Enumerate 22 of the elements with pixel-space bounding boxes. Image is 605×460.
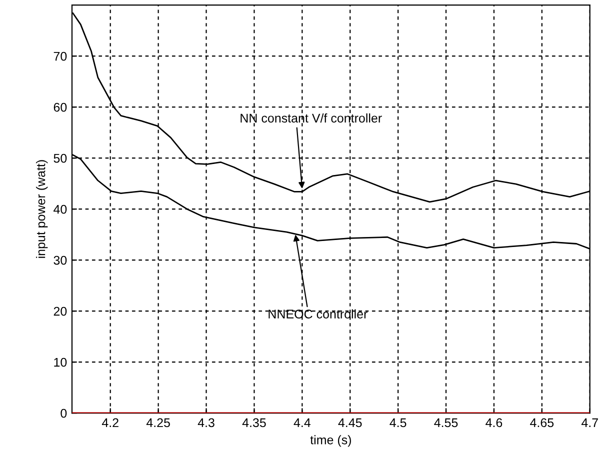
x-tick-label: 4.6 <box>486 418 502 428</box>
x-axis-title: time (s) <box>310 435 351 447</box>
y-tick-label: 30 <box>54 256 67 265</box>
x-tick-label: 4.25 <box>146 418 170 428</box>
x-tick-label: 4.7 <box>581 418 598 427</box>
x-tick-label: 4.65 <box>530 418 554 428</box>
x-tick-label: 4.55 <box>434 418 458 428</box>
annotation: NN constant V/f controller <box>240 113 382 123</box>
y-tick-label: 50 <box>54 154 67 163</box>
y-axis-title: input power (watt) <box>36 160 48 258</box>
y-tick-label: 0 <box>60 408 67 418</box>
y-tick-label: 20 <box>54 306 67 316</box>
y-tick-label: 40 <box>54 204 67 214</box>
x-tick-label: 4.45 <box>338 418 362 428</box>
y-tick-label: 70 <box>54 52 67 61</box>
x-tick-label: 4.5 <box>390 418 406 428</box>
x-tick-label: 4.35 <box>242 418 266 428</box>
x-tick-label: 4.4 <box>294 418 310 427</box>
y-tick-label: 10 <box>54 358 67 367</box>
x-tick-label: 4.2 <box>102 418 118 427</box>
x-tick-label: 4.3 <box>198 418 214 428</box>
y-tick-label: 60 <box>54 102 67 112</box>
